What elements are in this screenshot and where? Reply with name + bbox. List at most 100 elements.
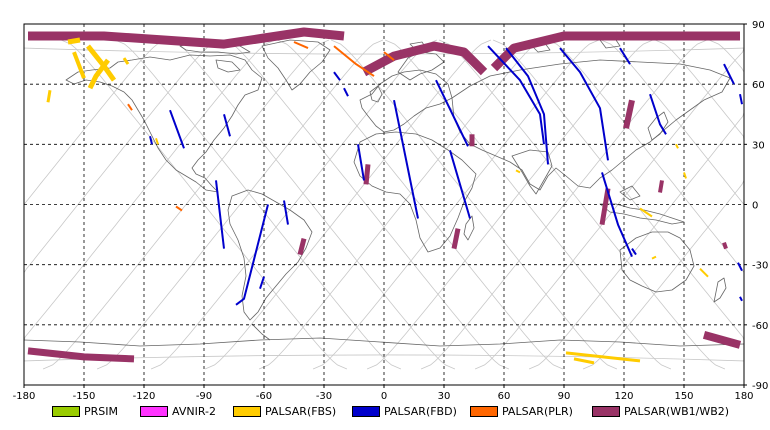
observation-swath [343, 87, 349, 97]
x-tick-label: 30 [438, 391, 451, 402]
legend-label: PRSIM [84, 404, 118, 418]
legend-item: PALSAR(WB1/WB2) [592, 403, 729, 419]
observation-swath [435, 79, 469, 147]
observation-swath [619, 47, 631, 65]
observation-swath [333, 45, 375, 77]
europe-outline [359, 69, 453, 133]
legend-label: PALSAR(WB1/WB2) [624, 404, 730, 418]
legend-item: PRSIM [52, 403, 118, 419]
observation-swath [451, 228, 461, 250]
observation-swath [651, 255, 657, 260]
x-tick-label: -60 [256, 391, 272, 402]
observation-swath [573, 357, 595, 365]
observation-swath [67, 37, 81, 45]
x-tick-label: 180 [734, 391, 753, 402]
x-tick-label: 120 [614, 391, 633, 402]
legend-swatch [592, 405, 620, 417]
observation-swath [127, 103, 133, 111]
australia-outline [619, 231, 695, 293]
observation-swath [658, 180, 664, 193]
observation-swath [363, 164, 371, 185]
legend-swatch [140, 405, 168, 417]
x-tick-label: 90 [558, 391, 571, 402]
legend-item: PALSAR(FBD) [352, 403, 457, 419]
observation-swath [283, 200, 289, 225]
observation-swath [361, 41, 488, 77]
observation-swath [601, 172, 633, 258]
y-tick-label: -60 [752, 321, 768, 332]
observation-swath [683, 172, 687, 179]
observation-swath [223, 114, 231, 137]
legend-swatch [352, 405, 380, 417]
observation-swath [393, 100, 419, 219]
observation-swath [739, 296, 743, 302]
x-tick-label: -30 [316, 391, 332, 402]
observation-swath [487, 45, 545, 145]
observation-swath [357, 144, 365, 181]
observation-swath [235, 204, 269, 306]
observation-swath [565, 351, 641, 363]
x-tick-label: -120 [133, 391, 156, 402]
observation-swath [599, 188, 611, 226]
observation-swath [122, 57, 130, 65]
observation-swath [675, 143, 679, 149]
observation-swath [28, 27, 345, 49]
y-tick-label: 60 [752, 80, 765, 91]
x-tick-label: 150 [674, 391, 693, 402]
observation-swath [649, 93, 667, 135]
new-zealand-outline [713, 277, 727, 303]
y-tick-label: 30 [752, 140, 765, 151]
axis-ticks: -180 -150 -120 -90 -60 -30 0 30 60 90 120 150 180 90 6… [13, 20, 769, 402]
y-tick-label: 0 [752, 201, 758, 212]
y-tick-label: -90 [752, 381, 768, 392]
land-outlines [23, 39, 745, 347]
observation-swaths [27, 27, 743, 365]
antarctica-outline [23, 337, 745, 347]
observation-swath [149, 136, 153, 145]
observation-swath [737, 262, 743, 272]
observation-swath [702, 331, 742, 349]
legend-swatch [233, 405, 261, 417]
observation-swath [722, 241, 728, 250]
observation-swath [505, 47, 549, 165]
y-tick-label: 90 [752, 20, 765, 31]
observation-swath [490, 31, 740, 72]
observation-swath [739, 94, 743, 105]
legend-item: AVNIR-2 [140, 403, 216, 419]
observation-swath [87, 58, 110, 90]
legend-label: PALSAR(FBD) [384, 404, 457, 418]
observation-swath [631, 248, 637, 256]
observation-swath [333, 71, 341, 81]
legend-swatch [470, 405, 498, 417]
greenland-outline [261, 39, 331, 91]
observation-swath [559, 47, 609, 161]
observation-swath [515, 169, 521, 174]
observation-swath [27, 347, 135, 363]
south-america-outline [227, 189, 313, 321]
y-tick-label: -30 [752, 261, 768, 272]
uk-outline [369, 85, 383, 103]
india-outline [511, 149, 553, 195]
legend-item: PALSAR(FBS) [233, 403, 336, 419]
asia-outline [451, 59, 731, 191]
observation-swath [155, 137, 159, 145]
north-america-outline [65, 54, 263, 193]
observation-swath [449, 150, 471, 219]
madagascar-outline [463, 215, 475, 241]
observation-swath [46, 89, 52, 103]
x-tick-label: 0 [381, 391, 387, 402]
x-tick-label: -90 [196, 391, 212, 402]
legend-label: AVNIR-2 [172, 404, 216, 418]
observation-swath [169, 109, 185, 149]
x-tick-label: -180 [13, 391, 36, 402]
observation-swath [175, 205, 183, 212]
legend-label: PALSAR(FBS) [265, 404, 337, 418]
observation-swath [699, 267, 709, 278]
x-tick-label: 60 [498, 391, 511, 402]
legend-swatch [52, 405, 80, 417]
map-grid [24, 24, 744, 385]
observation-swath [623, 99, 635, 129]
observation-swath [215, 180, 225, 249]
legend-label: PALSAR(PLR) [502, 404, 573, 418]
